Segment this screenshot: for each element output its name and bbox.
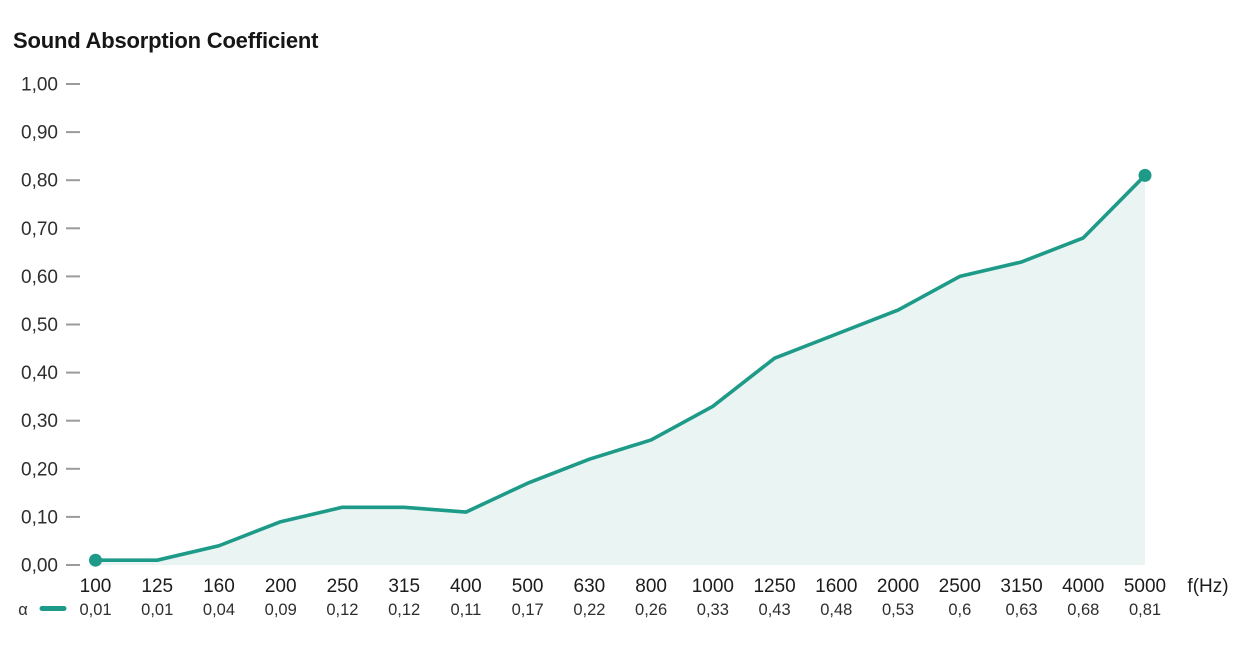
y-axis-tick-label: 0,70 xyxy=(21,219,58,240)
value-label: 0,6 xyxy=(948,601,971,619)
y-axis-tick-label: 0,60 xyxy=(21,267,58,288)
x-axis-label: 630 xyxy=(574,576,606,597)
y-axis-tick-label: 0,20 xyxy=(21,459,58,480)
value-label: 0,68 xyxy=(1067,601,1099,619)
x-axis-label: 5000 xyxy=(1124,576,1166,597)
x-axis-label: 1250 xyxy=(753,576,795,597)
value-label: 0,01 xyxy=(79,601,111,619)
y-axis-tick-label: 0,00 xyxy=(21,556,58,577)
y-axis-tick-label: 0,90 xyxy=(21,123,58,144)
x-axis-label: 4000 xyxy=(1062,576,1104,597)
value-label: 0,09 xyxy=(265,601,297,619)
value-label: 0,53 xyxy=(882,601,914,619)
value-label: 0,17 xyxy=(512,601,544,619)
series-line xyxy=(93,173,1147,562)
x-axis-label: 2000 xyxy=(877,576,919,597)
y-axis-tick-label: 0,10 xyxy=(21,507,58,528)
value-label: 0,11 xyxy=(450,601,481,619)
x-axis-unit-label: f(Hz) xyxy=(1187,576,1228,597)
value-label: 0,43 xyxy=(759,601,791,619)
value-label: 0,04 xyxy=(203,601,235,619)
y-axis-tick-label: 0,80 xyxy=(21,171,58,192)
y-axis-tick-label: 0,30 xyxy=(21,411,58,432)
x-axis-label: 125 xyxy=(141,576,173,597)
x-axis-label: 1600 xyxy=(815,576,857,597)
value-label: 0,63 xyxy=(1005,601,1037,619)
y-axis-tick-label: 1,00 xyxy=(21,75,58,96)
x-axis-label: 3150 xyxy=(1000,576,1042,597)
x-axis-label: 400 xyxy=(450,576,482,597)
value-label: 0,26 xyxy=(635,601,667,619)
x-axis-label: 200 xyxy=(265,576,297,597)
value-label: 0,48 xyxy=(820,601,852,619)
series-area-fill xyxy=(95,175,1145,565)
x-axis-label: 1000 xyxy=(692,576,734,597)
legend-alpha-symbol: α xyxy=(18,601,28,619)
value-label: 0,22 xyxy=(573,601,605,619)
x-axis-label: 500 xyxy=(512,576,544,597)
x-axis-label: 100 xyxy=(80,576,112,597)
data-point-marker-first xyxy=(89,553,102,567)
value-label: 0,81 xyxy=(1129,601,1161,619)
x-axis-label: 315 xyxy=(388,576,420,597)
x-axis-label: 800 xyxy=(635,576,667,597)
chart-title: Sound Absorption Coefficient xyxy=(13,28,319,53)
value-label: 0,12 xyxy=(388,601,420,619)
x-axis-label: 160 xyxy=(203,576,235,597)
x-axis-label: 250 xyxy=(327,576,359,597)
value-label: 0,12 xyxy=(326,601,358,619)
y-axis-tick-label: 0,50 xyxy=(21,315,58,336)
value-label: 0,33 xyxy=(697,601,729,619)
x-axis-label: 2500 xyxy=(939,576,981,597)
data-point-marker-last xyxy=(1138,168,1152,182)
y-axis-tick-label: 0,40 xyxy=(21,363,58,384)
value-label: 0,01 xyxy=(141,601,173,619)
